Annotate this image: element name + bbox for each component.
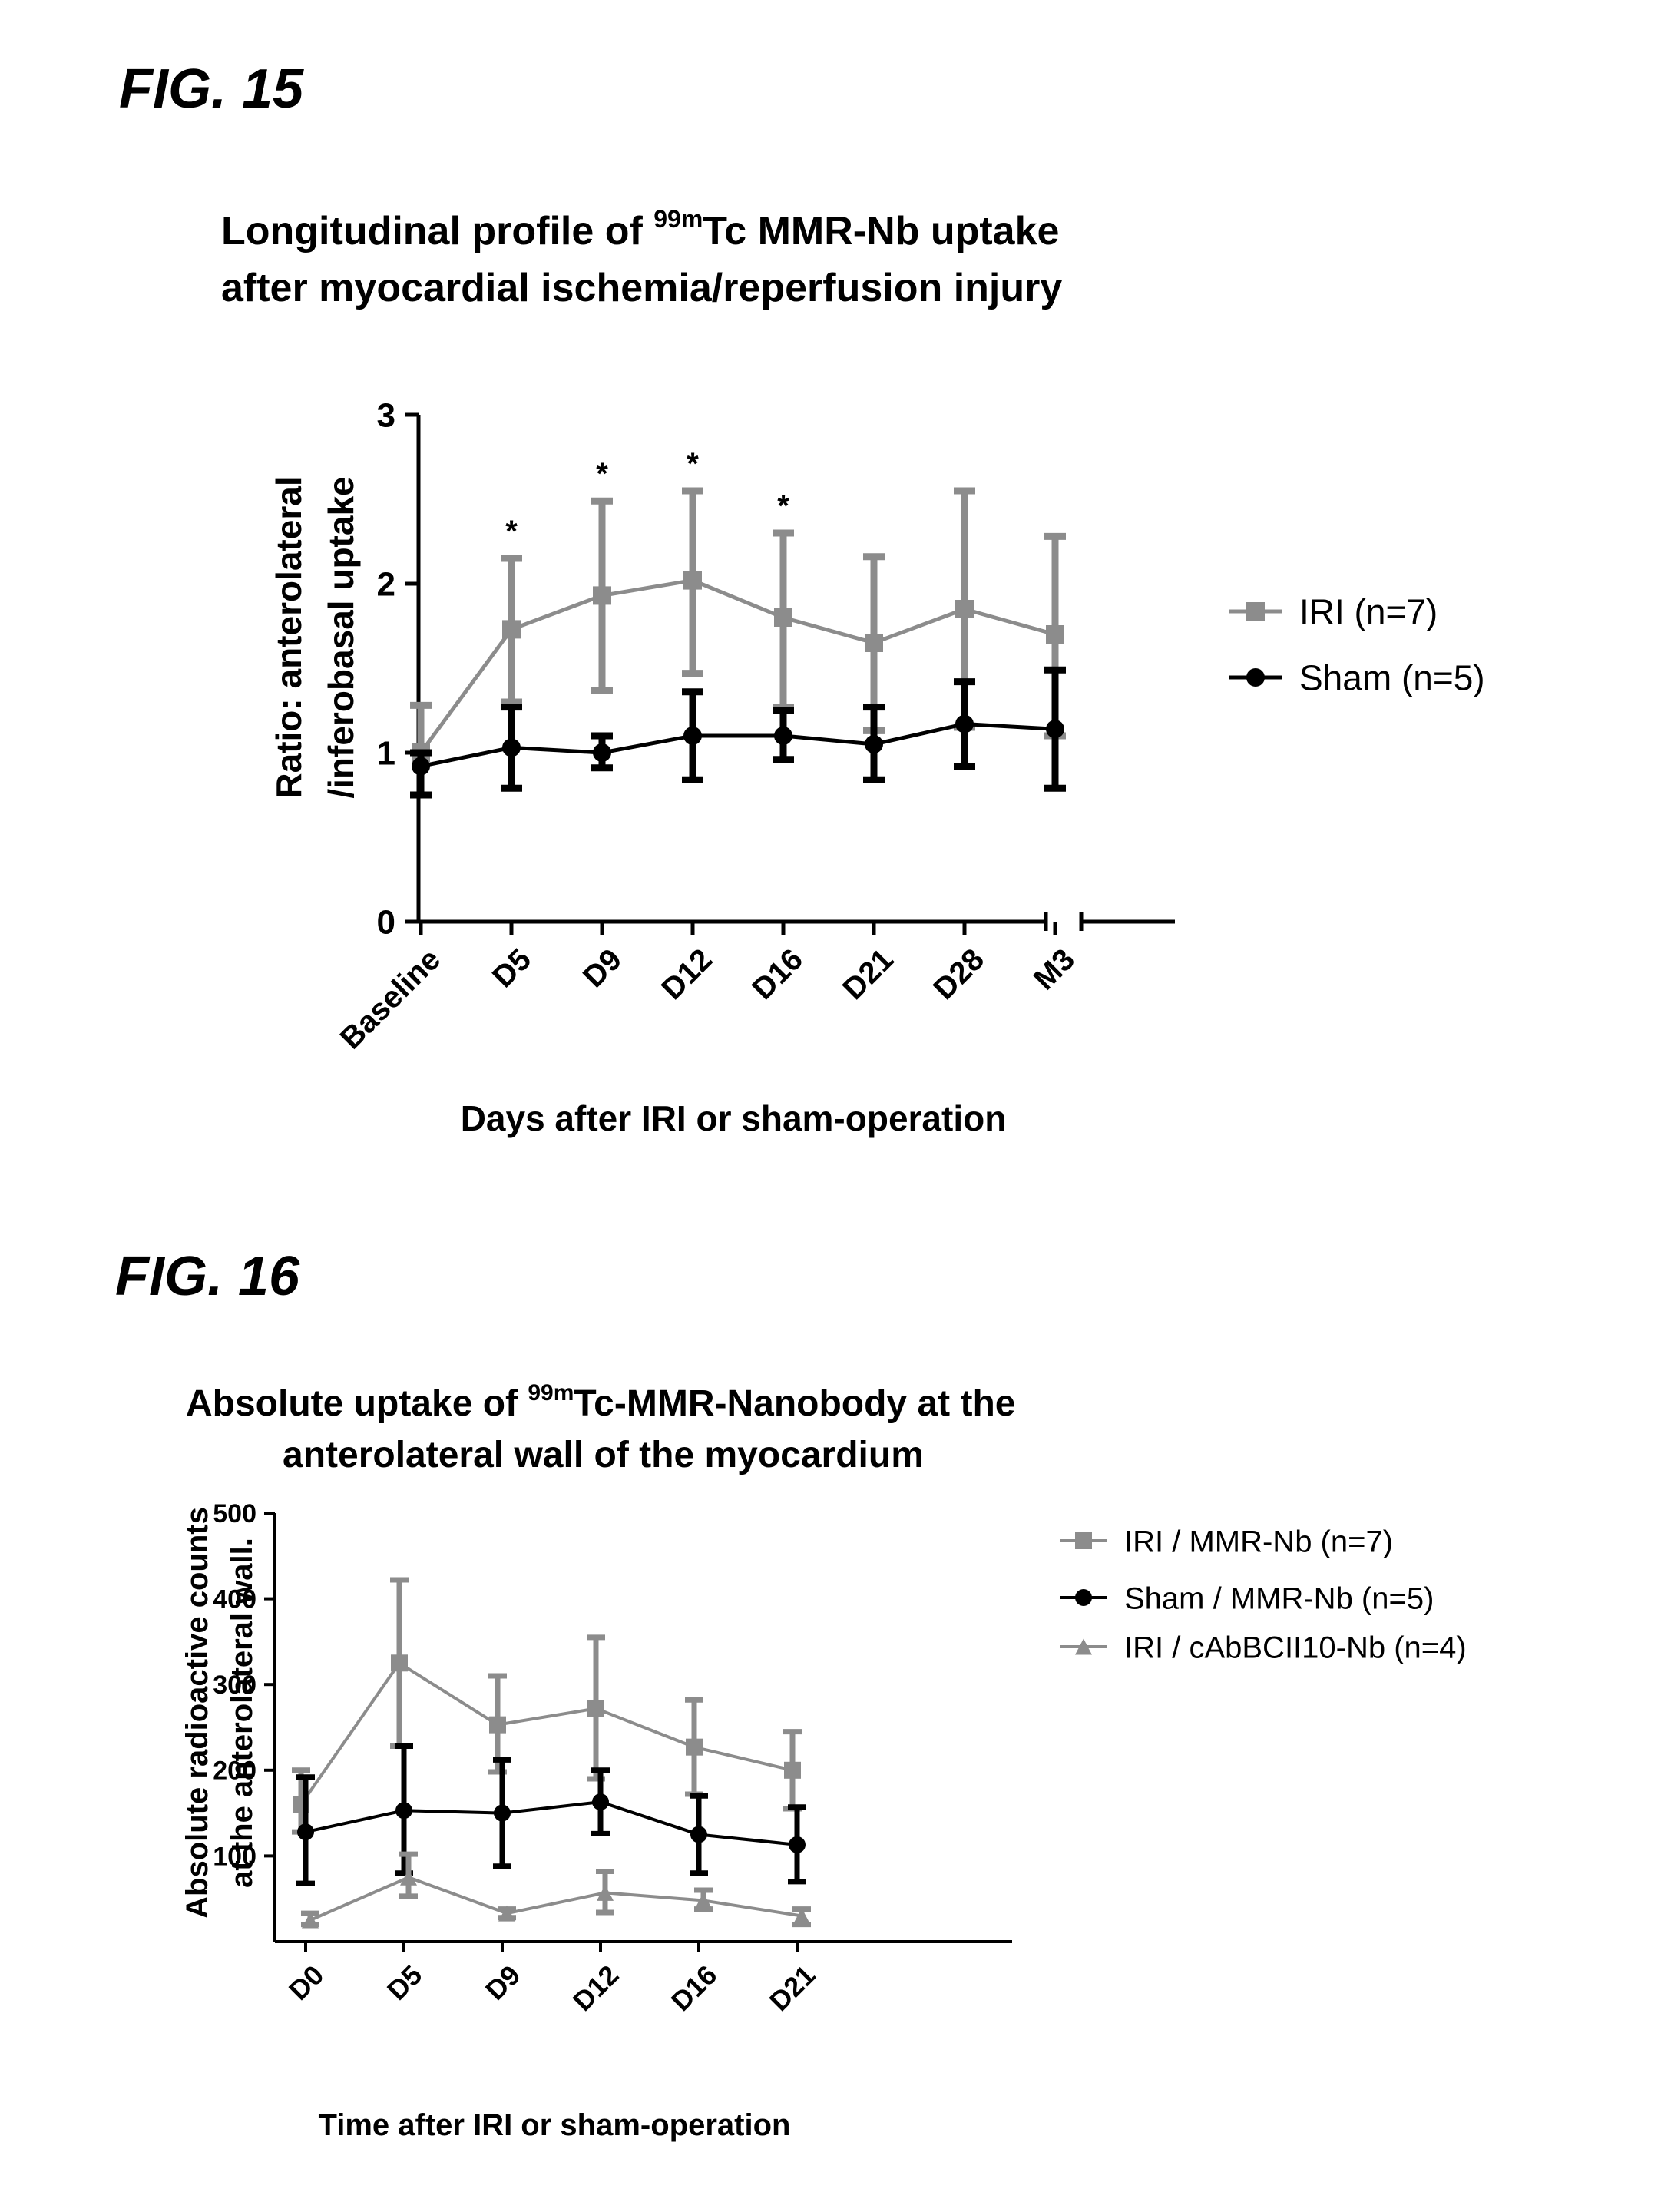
data-point <box>784 1761 801 1779</box>
legend-marker <box>1246 668 1265 687</box>
data-point <box>774 727 792 745</box>
x-axis-label: Days after IRI or sham-operation <box>461 1098 1007 1138</box>
series-line <box>309 1876 802 1922</box>
data-point <box>593 586 611 605</box>
data-point <box>865 634 883 652</box>
data-point <box>494 1804 511 1822</box>
series-line <box>299 1661 793 1806</box>
fig16-label: FIG. 16 <box>115 1246 300 1307</box>
legend-marker <box>1075 1638 1092 1655</box>
fig15-label: FIG. 15 <box>119 58 304 120</box>
y-axis-label-line2: at the anterolateral wall. <box>225 1538 259 1888</box>
data-point <box>865 735 883 753</box>
y-tick-label: 100 <box>213 1842 256 1871</box>
x-tick-label: D28 <box>927 942 991 1006</box>
data-point <box>593 743 611 762</box>
data-point <box>686 1738 703 1756</box>
x-tick-label: D5 <box>381 1959 428 2006</box>
x-tick-label: D5 <box>486 942 538 994</box>
y-tick-label: 1 <box>377 734 395 772</box>
legend-label: Sham (n=5) <box>1299 658 1485 698</box>
data-point <box>498 1905 515 1922</box>
x-tick-label: D16 <box>665 1959 723 2017</box>
data-point <box>587 1700 604 1717</box>
legend-label: IRI (n=7) <box>1299 592 1438 632</box>
y-tick-label: 300 <box>213 1671 256 1700</box>
data-point <box>502 738 521 757</box>
y-tick-label: 2 <box>377 565 395 603</box>
data-point <box>955 714 974 733</box>
y-tick-label: 3 <box>377 396 395 434</box>
legend-label: IRI / MMR-Nb (n=7) <box>1124 1525 1393 1558</box>
data-point <box>774 608 792 627</box>
data-point <box>683 571 702 590</box>
y-tick-label: 200 <box>213 1757 256 1786</box>
y-tick-label: 500 <box>213 1499 256 1528</box>
y-tick-label: 400 <box>213 1585 256 1614</box>
legend-entry-2: Sham / MMR-Nb (n=5) <box>1060 1581 1434 1615</box>
x-tick-label: D21 <box>836 942 900 1006</box>
y-tick-label: 0 <box>377 903 395 941</box>
legend-label: IRI / cAbBCII10-Nb (n=4) <box>1124 1631 1467 1664</box>
data-point <box>1046 625 1064 644</box>
fig15-title-line2: after myocardial ischemia/reperfusion in… <box>221 266 1062 310</box>
data-point <box>391 1654 408 1672</box>
data-point <box>302 1912 319 1929</box>
series-line <box>420 722 1056 769</box>
y-axis-label-line1: Ratio: anterolateral <box>269 476 309 798</box>
legend-entry-2: Sham (n=5) <box>1229 658 1485 698</box>
series-2 <box>410 666 1066 799</box>
data-point <box>789 1836 806 1853</box>
data-point <box>489 1716 506 1734</box>
fig16-chart: 100 200 300 400 500 D0 D5 D9 D12 D16 D21 Time after… <box>180 1499 1467 2142</box>
data-point <box>695 1892 712 1909</box>
fig16-title-line2: anterolateral wall of the myocardium <box>283 1435 924 1475</box>
data-point <box>597 1884 614 1901</box>
legend-entry-1: IRI (n=7) <box>1229 592 1438 632</box>
fig15-chart: 0 1 2 3 Baseline D5 D9 D12 D16 D21 D28 M3 Days after… <box>269 396 1485 1138</box>
legend-marker <box>1075 1532 1092 1549</box>
x-tick-label: D12 <box>567 1959 625 2017</box>
series-1 <box>292 1577 802 1835</box>
series-3 <box>301 1851 811 1929</box>
data-point <box>592 1793 609 1811</box>
data-point <box>1046 720 1064 739</box>
data-point <box>395 1802 412 1820</box>
data-point <box>683 727 702 745</box>
data-point <box>502 620 521 639</box>
legend-entry-3: IRI / cAbBCII10-Nb (n=4) <box>1060 1631 1467 1664</box>
fig16-title-line1: Absolute uptake of 99mTc-MMR-Nanobody at… <box>186 1380 1015 1424</box>
series-line <box>419 578 1056 754</box>
legend-entry-1: IRI / MMR-Nb (n=7) <box>1060 1525 1393 1558</box>
series-line <box>305 1800 798 1846</box>
legend-marker <box>1075 1589 1092 1606</box>
x-tick-label: Baseline <box>334 942 447 1055</box>
legend-marker <box>1246 602 1265 621</box>
x-tick-label: D16 <box>746 942 809 1006</box>
y-axis-label-line1: Absolute radioactive counts <box>180 1507 214 1919</box>
significance-asterisk: * <box>777 489 789 523</box>
data-point <box>297 1823 314 1841</box>
series-2 <box>296 1743 806 1886</box>
x-tick-label: D9 <box>577 942 628 994</box>
significance-asterisk: * <box>596 457 608 491</box>
data-point <box>793 1908 810 1924</box>
data-point <box>400 1869 417 1886</box>
x-tick-label: D12 <box>655 942 719 1006</box>
data-point <box>412 757 430 776</box>
x-tick-label: D21 <box>763 1959 822 2017</box>
x-tick-label: D0 <box>283 1959 330 2006</box>
legend-label: Sham / MMR-Nb (n=5) <box>1124 1581 1434 1615</box>
y-axis-label-line2: /inferobasal uptake <box>321 476 361 798</box>
data-point <box>690 1826 707 1843</box>
significance-asterisk: * <box>687 447 699 481</box>
x-tick-label: D9 <box>479 1959 527 2006</box>
data-point <box>955 600 974 618</box>
x-axis-label: Time after IRI or sham-operation <box>319 2108 791 2142</box>
x-tick-label: M3 <box>1027 942 1081 996</box>
significance-asterisk: * <box>505 515 518 548</box>
fig15-title-line1: Longitudinal profile of 99mTc MMR-Nb upt… <box>221 205 1059 253</box>
